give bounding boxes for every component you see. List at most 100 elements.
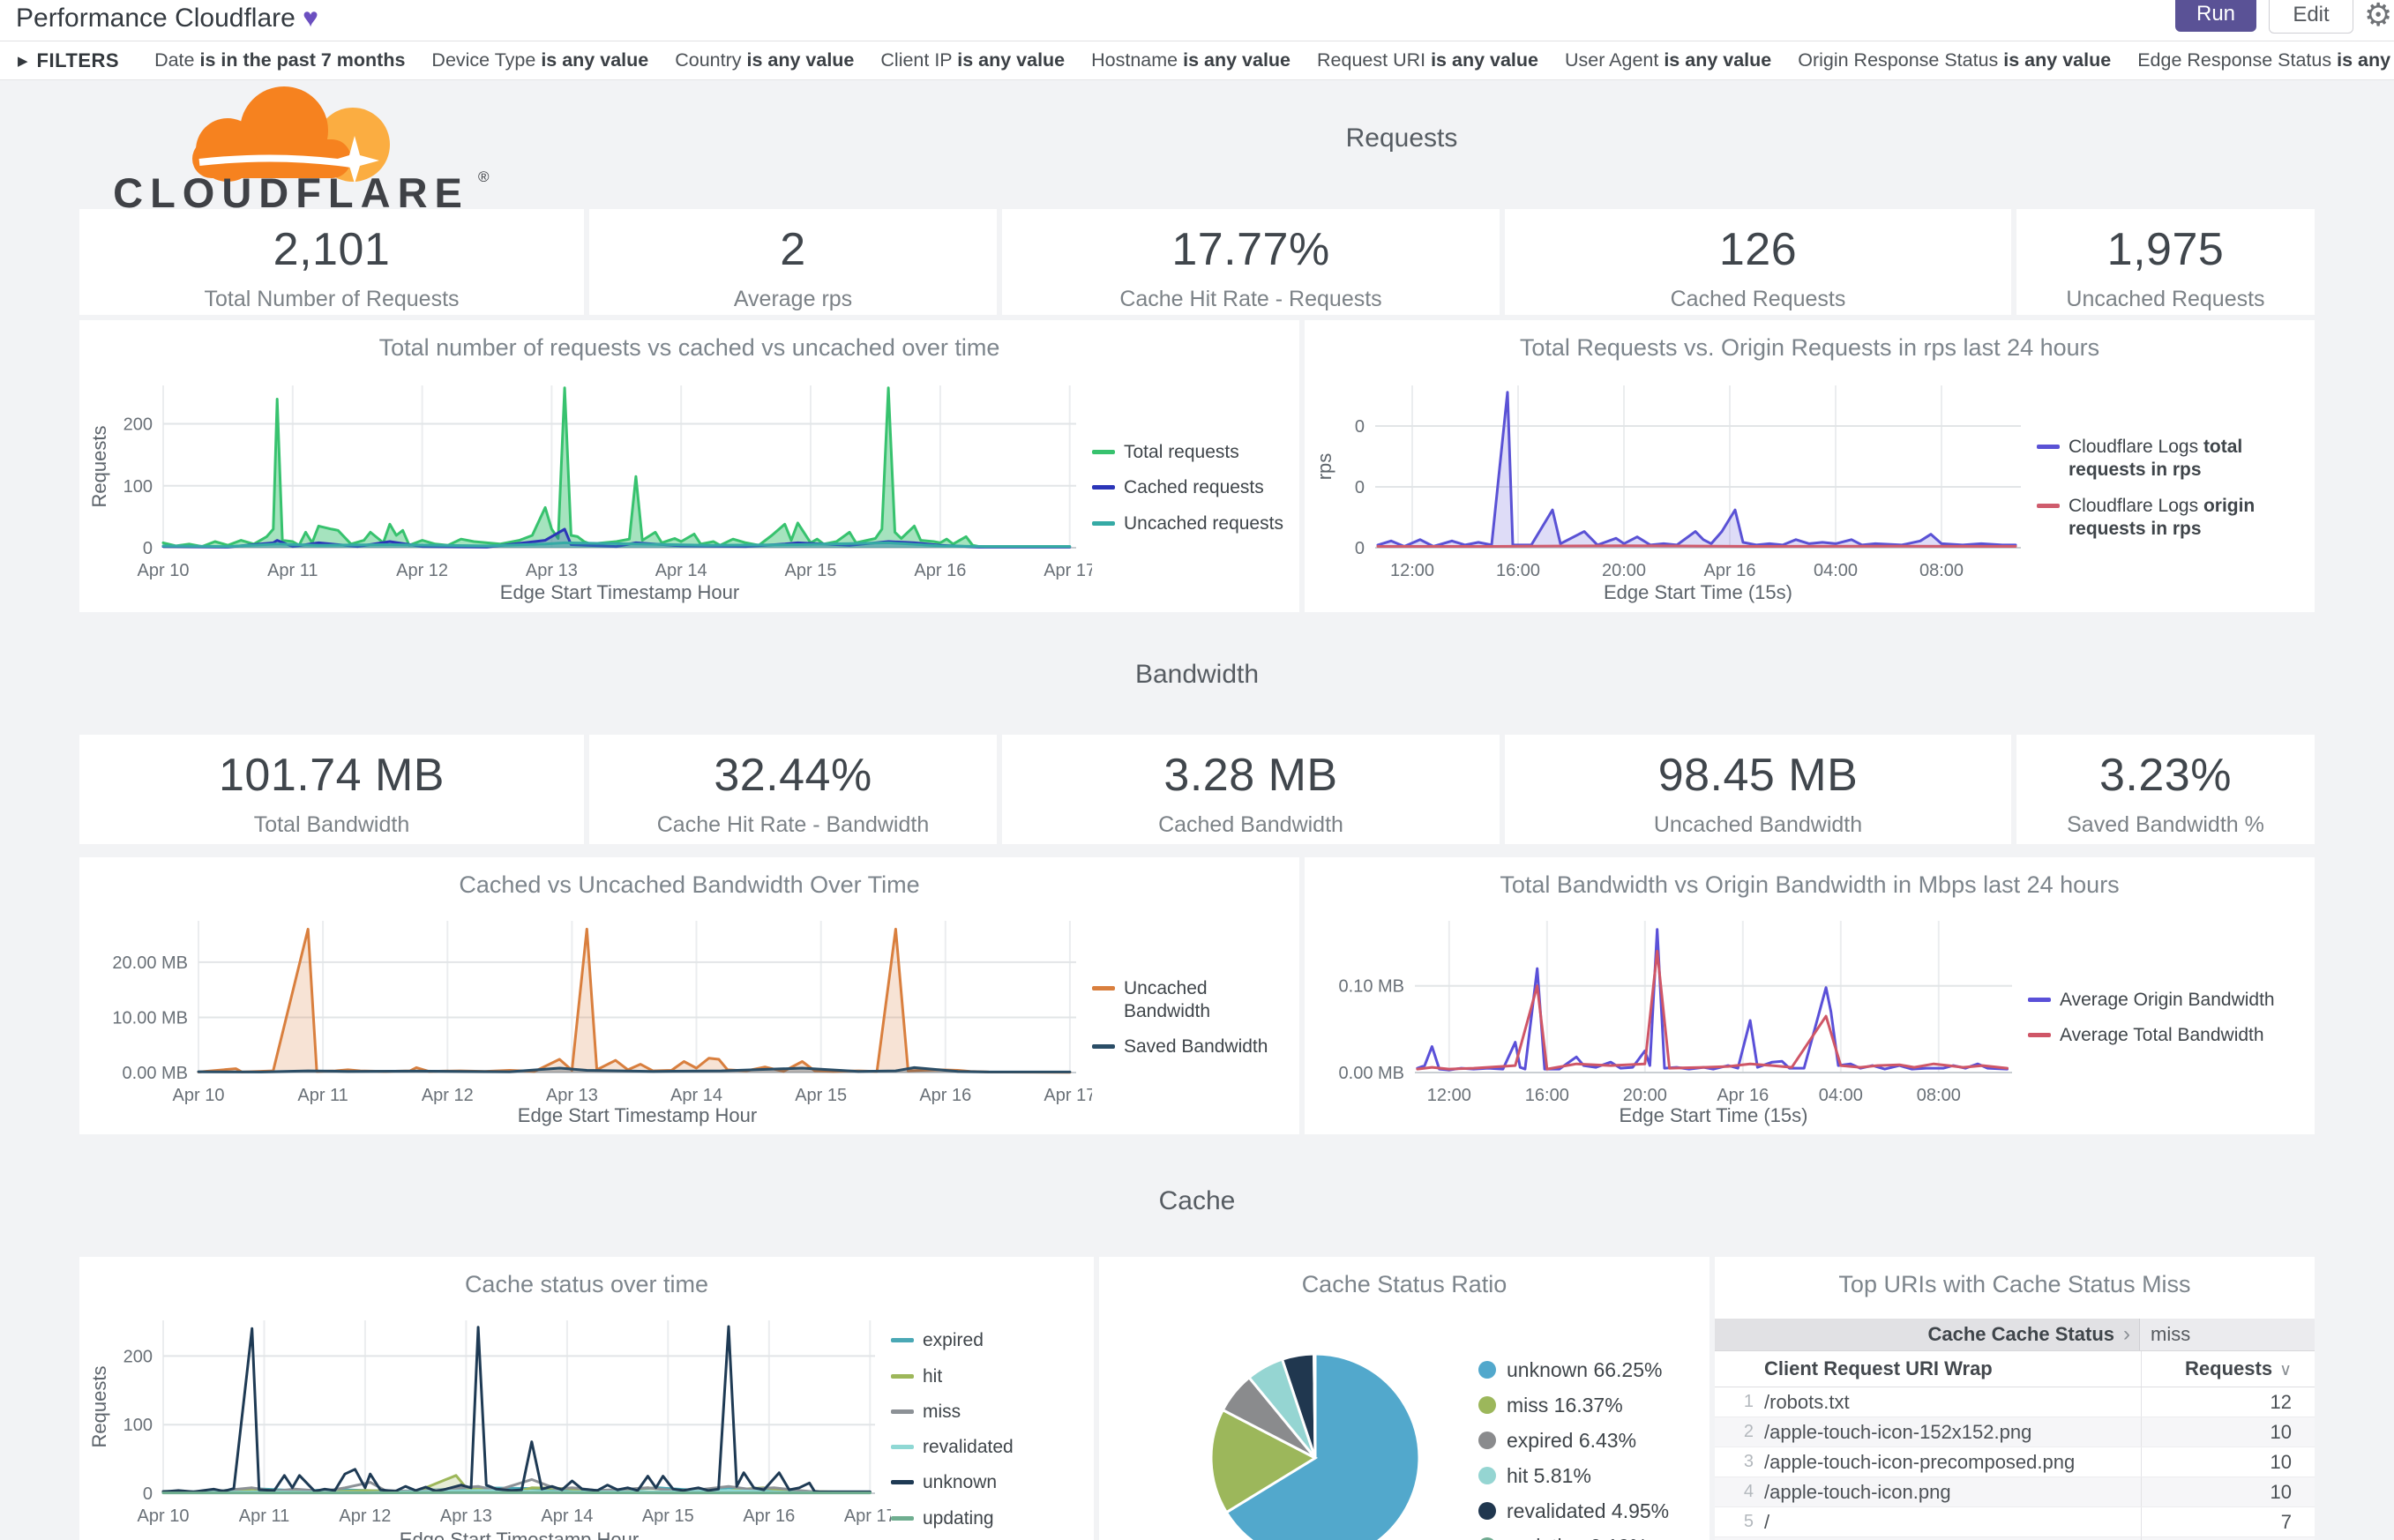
legend-label: miss 16.37% xyxy=(1507,1393,1623,1417)
pie-slice-miss[interactable] xyxy=(1209,1408,1319,1514)
kpi-value: 2 xyxy=(780,224,806,275)
table-row[interactable]: 1/robots.txt 12 xyxy=(1715,1387,2315,1417)
filter-item-hostname[interactable]: Hostname is any value xyxy=(1091,49,1291,71)
chart-title: Total number of requests vs cached vs un… xyxy=(378,334,1000,361)
svg-text:04:00: 04:00 xyxy=(1814,561,1858,580)
filter-item-client-ip[interactable]: Client IP is any value xyxy=(880,49,1065,71)
table-row[interactable]: 4/apple-touch-icon.png 10 xyxy=(1715,1477,2315,1507)
table-row[interactable]: 3/apple-touch-icon-precomposed.png 10 xyxy=(1715,1447,2315,1477)
filter-item-country[interactable]: Country is any value xyxy=(675,49,854,71)
pie-legend-item-revalidated[interactable]: revalidated 4.95% xyxy=(1478,1499,1669,1523)
filter-item-user-agent[interactable]: User Agent is any value xyxy=(1565,49,1771,71)
cell-uri: /apple-touch-icon-152x152.png xyxy=(1761,1417,2142,1447)
column-header-requests[interactable]: Requests ∨ xyxy=(2142,1357,2315,1380)
legend-item[interactable]: expired xyxy=(891,1329,1076,1352)
svg-text:200: 200 xyxy=(123,415,153,434)
svg-text:Apr 16: Apr 16 xyxy=(1717,1086,1769,1105)
cell-requests: 7 xyxy=(2280,1510,2292,1533)
svg-text:Apr 13: Apr 13 xyxy=(440,1506,492,1526)
filter-condition: is any value xyxy=(746,49,855,71)
table-row[interactable]: 2/apple-touch-icon-152x152.png 10 xyxy=(1715,1417,2315,1447)
pie-slice-updating[interactable] xyxy=(1313,1352,1317,1459)
legend-item[interactable]: Total requests xyxy=(1092,441,1291,464)
legend-label: hit 5.81% xyxy=(1507,1463,1591,1487)
filter-item-date[interactable]: Date is in the past 7 months xyxy=(154,49,405,71)
filter-item-device-type[interactable]: Device Type is any value xyxy=(431,49,648,71)
svg-text:Apr 15: Apr 15 xyxy=(795,1086,847,1105)
kpi-value: 1,975 xyxy=(2106,224,2225,275)
row-number: 3 xyxy=(1743,1452,1754,1471)
svg-text:®: ® xyxy=(478,168,490,185)
row-number: 5 xyxy=(1743,1512,1754,1531)
legend-item[interactable]: unknown xyxy=(891,1471,1076,1494)
kpi-tile-total-number-of-requests: 2,101 Total Number of Requests xyxy=(79,209,584,315)
legend-item[interactable]: Average Total Bandwidth xyxy=(2028,1024,2297,1047)
kpi-tile-cached-bandwidth: 3.28 MB Cached Bandwidth xyxy=(1002,735,1500,844)
table-row[interactable]: 6/index.php/contact/7 xyxy=(1715,1537,2315,1540)
legend-item[interactable]: Saved Bandwidth xyxy=(1092,1035,1291,1058)
legend-item[interactable]: Cloudflare Logs origin requests in rps xyxy=(2037,495,2301,542)
svg-text:20:00: 20:00 xyxy=(1623,1086,1667,1105)
legend-item[interactable]: Cloudflare Logs total requests in rps xyxy=(2037,436,2301,482)
svg-text:Apr 17: Apr 17 xyxy=(1044,1086,1092,1105)
svg-text:Apr 15: Apr 15 xyxy=(642,1506,694,1526)
legend-dot xyxy=(1478,1396,1496,1414)
kpi-tile-cache-hit-rate-requests: 17.77% Cache Hit Rate - Requests xyxy=(1002,209,1500,315)
chart-legend: Average Origin Bandwidth Average Total Ba… xyxy=(2028,989,2297,1048)
uri-table: Cache Cache Status › miss Client Request … xyxy=(1715,1319,2315,1540)
run-button[interactable]: Run xyxy=(2175,0,2256,32)
filter-field: Country xyxy=(675,49,747,71)
filter-item-edge-response-status[interactable]: Edge Response Status is any value xyxy=(2137,49,2394,71)
filters-toggle[interactable]: ▶ FILTERS xyxy=(18,49,119,72)
legend-label: miss xyxy=(923,1401,961,1422)
legend-label: Cloudflare Logs total requests in rps xyxy=(2069,437,2243,481)
svg-text:10.00 MB: 10.00 MB xyxy=(112,1009,188,1028)
kpi-label: Saved Bandwidth % xyxy=(2067,812,2264,837)
kpi-value: 2,101 xyxy=(273,224,391,275)
legend-item[interactable]: Uncached requests xyxy=(1092,512,1291,535)
legend-label: expired xyxy=(923,1330,984,1351)
legend-label: unknown 66.25% xyxy=(1507,1357,1663,1381)
cell-uri: /apple-touch-icon.png xyxy=(1761,1477,2142,1506)
svg-text:100: 100 xyxy=(123,1416,153,1435)
chart-legend: expired hit miss revalidated unknown updating xyxy=(891,1329,1076,1530)
legend-item[interactable]: hit xyxy=(891,1365,1076,1388)
svg-text:Apr 15: Apr 15 xyxy=(785,561,837,580)
cell-requests: 10 xyxy=(2270,1420,2292,1443)
kpi-value: 3.23% xyxy=(2099,750,2232,801)
kpi-label: Uncached Bandwidth xyxy=(1653,812,1863,837)
legend-swatch xyxy=(891,1338,914,1343)
svg-text:16:00: 16:00 xyxy=(1525,1086,1569,1105)
legend-label: Saved Bandwidth xyxy=(1124,1036,1268,1058)
gear-icon[interactable]: ⚙ xyxy=(2364,0,2393,33)
legend-item[interactable]: Average Origin Bandwidth xyxy=(2028,989,2297,1012)
legend-item[interactable]: updating xyxy=(891,1507,1076,1530)
table-row[interactable]: 5 / 7 xyxy=(1715,1507,2315,1537)
legend-item[interactable]: revalidated xyxy=(891,1436,1076,1459)
legend-item[interactable]: Uncached Bandwidth xyxy=(1092,977,1291,1024)
pie-chart-cache-status-ratio xyxy=(1209,1352,1421,1540)
edit-button[interactable]: Edit xyxy=(2269,0,2353,34)
table-title: Top URIs with Cache Status Miss xyxy=(1838,1271,2191,1297)
column-header-uri[interactable]: Client Request URI Wrap xyxy=(1761,1351,2142,1387)
pie-legend-item-hit[interactable]: hit 5.81% xyxy=(1478,1464,1669,1488)
legend-dot xyxy=(1478,1361,1496,1379)
legend-item[interactable]: Cached requests xyxy=(1092,476,1291,499)
pie-slice-unknown[interactable] xyxy=(1224,1352,1421,1540)
legend-label: Average Total Bandwidth xyxy=(2060,1025,2264,1045)
pie-legend-item-unknown[interactable]: unknown 66.25% xyxy=(1478,1358,1669,1382)
filter-field: Request URI xyxy=(1317,49,1432,71)
pivot-header-cell[interactable]: Cache Cache Status › xyxy=(1715,1319,2140,1350)
pie-legend-item-miss[interactable]: miss 16.37% xyxy=(1478,1394,1669,1417)
svg-text:Requests: Requests xyxy=(88,425,110,507)
pie-legend-item-expired[interactable]: expired 6.43% xyxy=(1478,1429,1669,1453)
legend-label: hit xyxy=(923,1365,943,1387)
kpi-label: Uncached Requests xyxy=(2066,287,2265,311)
kpi-label: Cached Bandwidth xyxy=(1158,812,1343,837)
pie-legend-item-updating[interactable]: updating 0.19% xyxy=(1478,1535,1669,1540)
legend-label: Cloudflare Logs origin requests in rps xyxy=(2069,495,2256,539)
filter-item-origin-response-status[interactable]: Origin Response Status is any value xyxy=(1798,49,2111,71)
legend-item[interactable]: miss xyxy=(891,1401,1076,1424)
filter-item-request-uri[interactable]: Request URI is any value xyxy=(1317,49,1538,71)
